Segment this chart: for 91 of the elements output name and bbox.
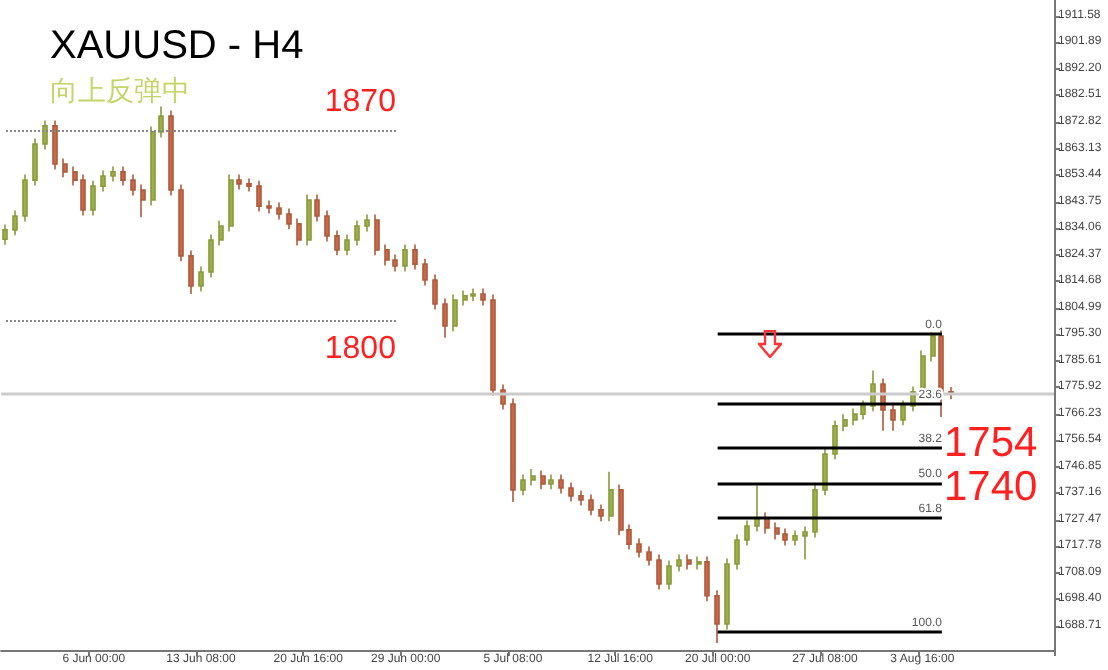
candlestick — [608, 471, 614, 523]
candlestick — [480, 287, 486, 307]
candlestick — [724, 557, 730, 631]
candlestick — [334, 229, 340, 257]
candlestick — [90, 179, 96, 217]
annotation: 1740 — [944, 464, 1038, 510]
candlestick — [860, 399, 866, 421]
candlestick — [2, 223, 8, 246]
candlestick — [286, 207, 292, 231]
candlestick — [178, 183, 184, 263]
text: XAUUSD - H4 — [50, 24, 304, 68]
candlestick — [80, 173, 86, 217]
candlestick — [666, 559, 672, 591]
candlestick — [744, 519, 750, 547]
candlestick — [188, 249, 194, 295]
candlestick — [832, 419, 838, 461]
candlestick — [646, 545, 652, 567]
candlestick — [714, 589, 720, 644]
candlestick — [812, 483, 818, 539]
candlestick — [900, 399, 906, 427]
candlestick — [228, 173, 234, 233]
candlestick — [324, 209, 330, 243]
candlestick — [774, 521, 780, 541]
candlestick — [140, 183, 146, 219]
candlestick — [754, 484, 760, 533]
candlestick — [490, 293, 496, 397]
candlestick — [32, 137, 38, 187]
candlestick — [540, 469, 546, 491]
candlestick — [52, 119, 58, 171]
candlestick — [256, 179, 262, 213]
candlestick — [246, 177, 252, 193]
candlestick — [852, 407, 858, 427]
candlestick — [578, 489, 584, 507]
candlestick — [364, 213, 370, 233]
candlestick — [198, 265, 204, 293]
candlestick — [22, 173, 28, 223]
candlestick — [930, 331, 936, 363]
candlestick — [218, 219, 224, 247]
candlestick — [168, 109, 174, 197]
candlestick — [792, 529, 798, 547]
candlestick — [42, 119, 48, 151]
candlestick — [384, 243, 390, 267]
candlestick — [442, 297, 448, 339]
candlestick — [422, 257, 428, 287]
candlestick — [890, 403, 896, 432]
candlestick — [306, 193, 312, 247]
candlestick — [734, 533, 740, 571]
candlestick — [452, 293, 458, 333]
candlestick — [12, 209, 18, 237]
candlestick — [686, 553, 692, 571]
ref-line-label: 1800 — [324, 332, 397, 367]
candlestick — [208, 233, 214, 279]
candlestick — [568, 481, 574, 503]
candlestick — [276, 201, 282, 221]
candlestick — [412, 243, 418, 271]
candlestick — [432, 273, 438, 311]
annotation: 向上反弹中 — [50, 74, 190, 106]
candlestick — [344, 233, 350, 257]
candlestick — [802, 525, 808, 561]
candlestick — [520, 473, 526, 497]
candlestick — [530, 468, 536, 487]
candlestick — [696, 555, 702, 571]
candlestick — [100, 169, 106, 193]
candlestick — [120, 165, 126, 187]
candlestick — [314, 193, 320, 223]
candlestick — [236, 173, 242, 191]
candlestick — [470, 287, 476, 303]
candlestick — [598, 503, 604, 523]
candlestick — [548, 473, 554, 491]
candlestick — [636, 537, 642, 559]
candlestick — [588, 493, 594, 517]
candlestick — [354, 219, 360, 247]
annotation: 1754 — [944, 420, 1039, 466]
candlestick — [266, 199, 272, 215]
candlestick — [656, 553, 662, 591]
candlestick — [296, 217, 302, 247]
candlestick — [842, 413, 848, 433]
candlestick — [676, 553, 682, 573]
candlestick — [938, 329, 944, 418]
candlestick — [62, 157, 68, 179]
ref-line-label: 1870 — [324, 84, 397, 119]
candlestick — [782, 527, 788, 547]
candlestick — [558, 473, 564, 495]
candlestick — [110, 165, 116, 183]
candlestick — [510, 397, 516, 503]
candlestick — [374, 213, 380, 257]
candlestick — [822, 447, 828, 497]
candlestick — [130, 173, 136, 197]
candlestick — [402, 243, 408, 273]
candlestick — [462, 289, 468, 307]
candlestick — [704, 555, 710, 603]
